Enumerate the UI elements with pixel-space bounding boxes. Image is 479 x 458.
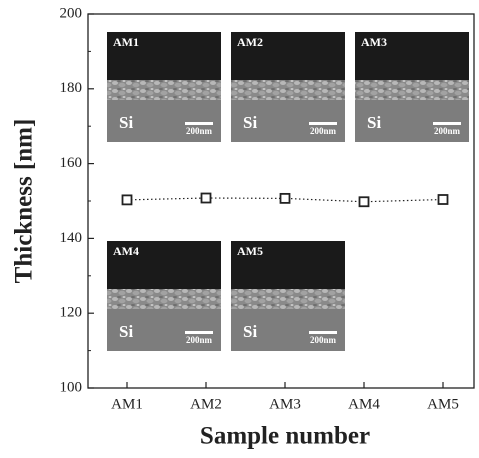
inset-substrate: [355, 100, 469, 142]
insets: AM1 Si 200nm AM2 Si 200nm AM3 Si 200nm AM4 Si 200nm…: [107, 32, 469, 351]
inset-film: [107, 80, 221, 100]
x-tick-label: AM2: [190, 396, 222, 412]
inset-substrate: [231, 309, 345, 351]
scale-label: 200nm: [434, 126, 461, 136]
x-axis-title: Sample number: [200, 423, 370, 450]
inset-film: [231, 289, 345, 309]
scale-label: 200nm: [186, 126, 213, 136]
inset-substrate-label: Si: [243, 322, 257, 341]
scale-label: 200nm: [310, 126, 337, 136]
x-tick-label: AM3: [269, 396, 301, 412]
inset-label: AM3: [361, 35, 387, 49]
inset-substrate: [231, 100, 345, 142]
x-tick-label: AM4: [348, 396, 380, 412]
scale-bar: [309, 122, 337, 125]
x-tick-label: AM5: [427, 396, 459, 412]
scale-bar: [185, 331, 213, 334]
inset-label: AM5: [237, 244, 263, 258]
inset-substrate: [107, 100, 221, 142]
y-tick-label: 200: [60, 5, 83, 21]
y-tick-label: 120: [60, 305, 83, 321]
inset-film: [231, 80, 345, 100]
scale-bar: [185, 122, 213, 125]
scale-bar: [433, 122, 461, 125]
inset-substrate-label: Si: [367, 113, 381, 132]
inset-label: AM2: [237, 35, 263, 49]
y-tick-label: 100: [60, 379, 83, 395]
inset-substrate-label: Si: [243, 113, 257, 132]
scale-bar: [309, 331, 337, 334]
y-tick-label: 180: [60, 80, 83, 96]
inset-label: AM1: [113, 35, 139, 49]
data-point: [358, 196, 370, 208]
data-point: [121, 194, 133, 206]
x-tick-label: AM1: [111, 396, 143, 412]
inset-substrate-label: Si: [119, 322, 133, 341]
y-axis-title: Thickness [nm]: [11, 119, 38, 284]
scale-label: 200nm: [186, 335, 213, 345]
inset-film: [107, 289, 221, 309]
data-point: [437, 194, 449, 205]
inset-film: [355, 80, 469, 100]
data-point: [200, 192, 212, 204]
data-line: [126, 197, 444, 203]
y-tick-label: 140: [60, 230, 83, 246]
data-point: [279, 192, 291, 204]
inset-label: AM4: [113, 244, 139, 258]
inset-substrate-label: Si: [119, 113, 133, 132]
y-tick-label: 160: [60, 155, 83, 171]
scale-label: 200nm: [310, 335, 337, 345]
inset-substrate: [107, 309, 221, 351]
